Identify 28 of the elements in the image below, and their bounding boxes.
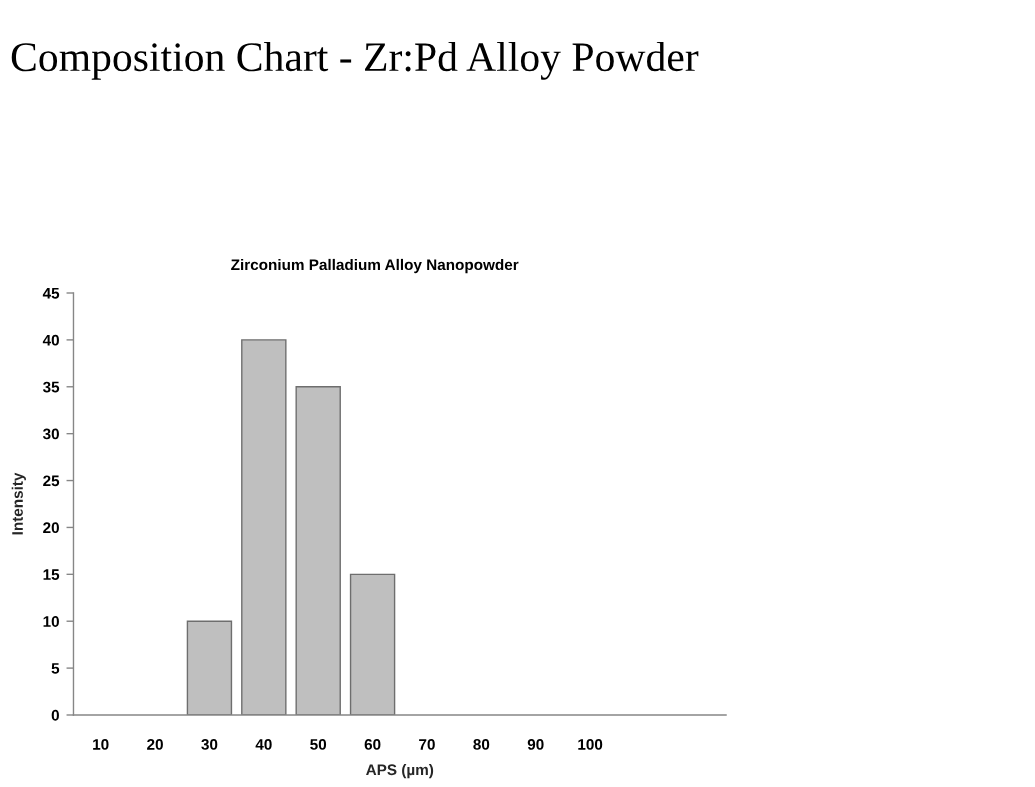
x-tick-label: 100 [578,739,603,750]
y-tick-label: 0 [51,709,59,721]
x-tick-label: 30 [201,739,218,750]
x-tick-label: 70 [419,739,435,750]
x-axis-title: APS (µm) [366,763,434,779]
chart-subtitle: Zirconium Palladium Alloy Nanopowder [231,258,519,274]
y-tick-label: 35 [42,381,60,393]
x-tick-label: 50 [310,739,327,750]
x-tick-label: 20 [147,739,163,750]
bar [241,339,287,715]
y-tick-label: 15 [43,569,60,581]
x-tick-label: 40 [255,739,272,750]
y-tick-label: 5 [51,663,60,674]
y-axis-title: Intensity [11,472,26,535]
bar [186,620,233,715]
y-tick-label: 30 [42,428,59,440]
y-tick-label: 10 [43,616,59,627]
y-tick-label: 45 [42,288,60,299]
y-tick-label: 25 [43,475,60,487]
y-tick-label: 40 [42,334,59,346]
bar [349,573,396,715]
chart-title: Composition Chart - Zr:Pd Alloy Powder [11,41,699,80]
x-tick-label: 60 [364,739,381,750]
x-tick-label: 80 [473,739,490,750]
x-tick-label: 10 [93,739,109,750]
x-tick-label: 90 [527,739,544,750]
bar [295,386,341,715]
y-tick-label: 20 [43,522,59,534]
